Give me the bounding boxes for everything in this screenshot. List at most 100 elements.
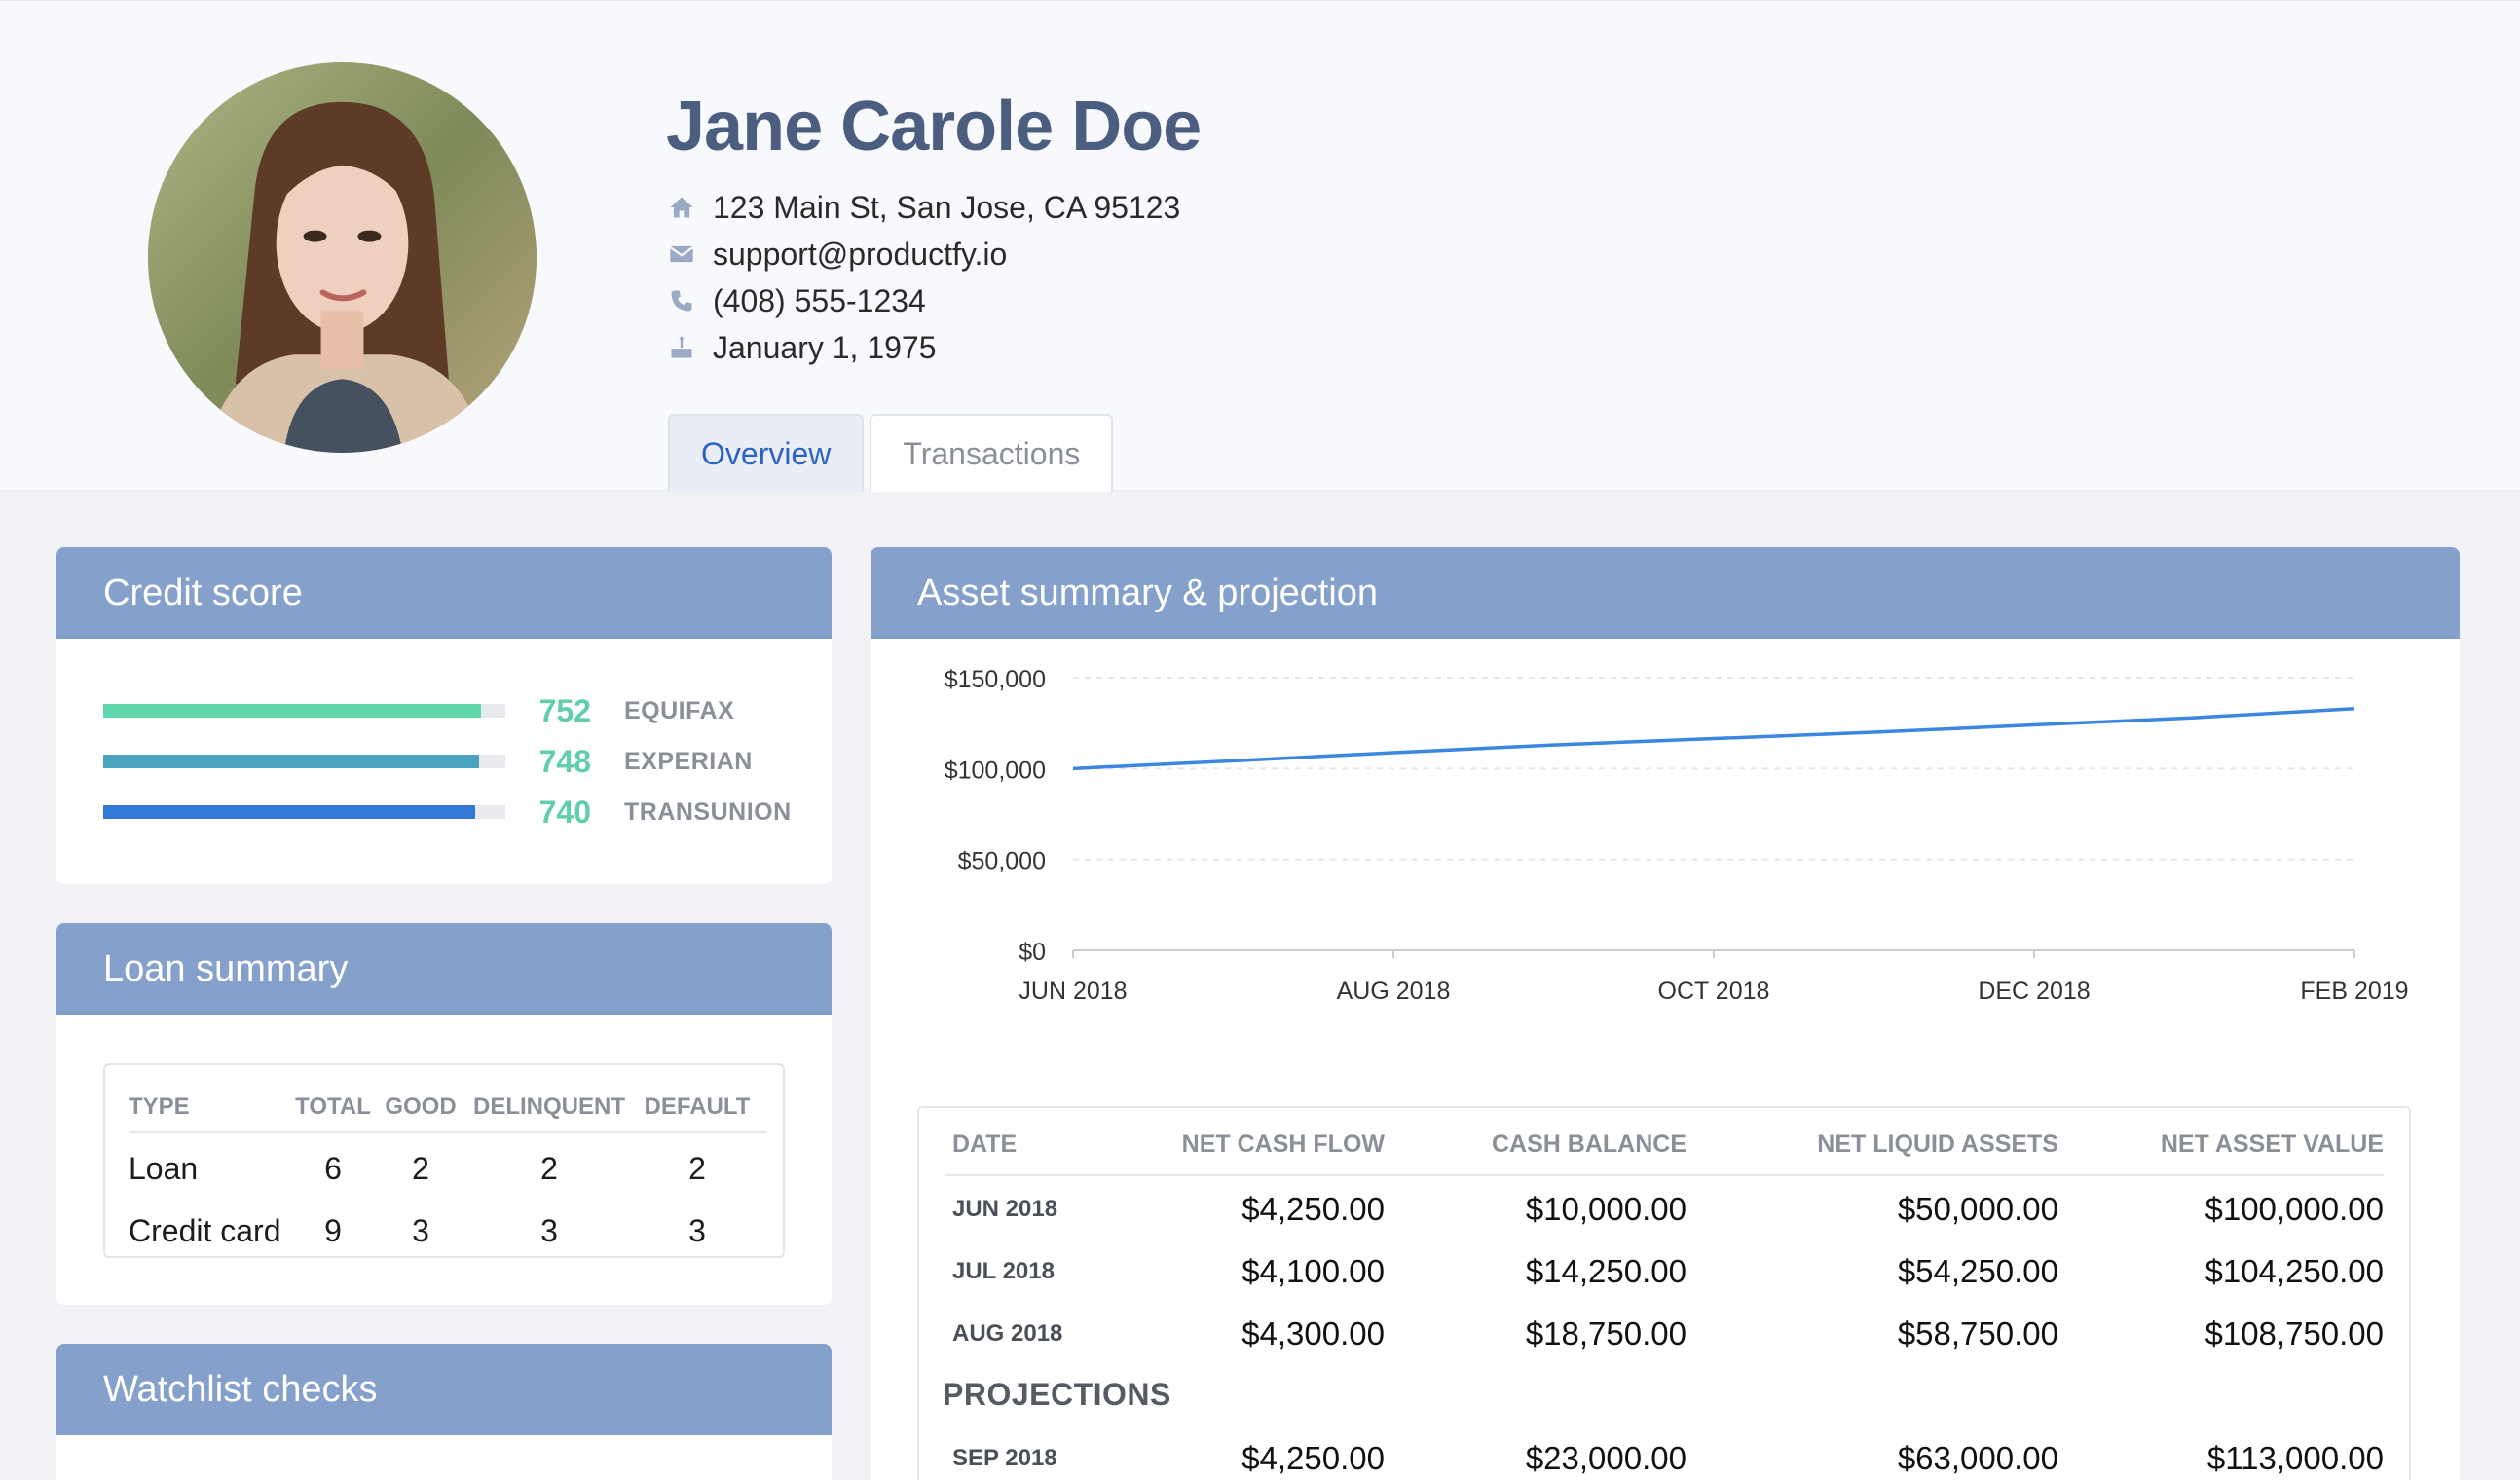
projections-label: PROJECTIONS — [943, 1377, 1171, 1412]
credit-bureau-label: EQUIFAX — [624, 696, 735, 724]
avatar-portrait-image — [148, 63, 537, 452]
address-row: 123 Main St, San Jose, CA 95123 — [666, 186, 1180, 229]
table-row: JUN 2018 $4,250.00 $10,000.00 $50,000.00… — [945, 1178, 2384, 1240]
column-header-type: TYPE — [129, 1093, 190, 1120]
table-row: Credit card 9 3 3 3 — [129, 1203, 767, 1258]
row-date: JUL 2018 — [952, 1258, 1055, 1284]
loan-good: 2 — [412, 1150, 429, 1186]
loan-type: Credit card — [129, 1212, 281, 1248]
row-net-asset-value: $113,000.00 — [2206, 1440, 2384, 1476]
loan-good: 3 — [412, 1212, 429, 1248]
birthday-text: January 1, 1975 — [713, 329, 937, 365]
loan-default: 3 — [688, 1212, 706, 1248]
row-net-asset-value: $108,750.00 — [2205, 1315, 2384, 1351]
row-date: SEP 2018 — [952, 1445, 1057, 1471]
column-header-cash-balance: CASH BALANCE — [1492, 1129, 1686, 1158]
phone-icon — [666, 285, 697, 316]
profile-name: Jane Carole Doe — [666, 88, 1202, 166]
address-text: 123 Main St, San Jose, CA 95123 — [713, 189, 1181, 225]
table-row: AUG 2018 $4,300.00 $18,750.00 $58,750.00… — [945, 1303, 2384, 1365]
credit-score-bar-track — [103, 755, 505, 768]
table-row: SEP 2018 $4,250.00 $23,000.00 $63,000.00… — [945, 1427, 2384, 1480]
loan-summary-card: Loan summary TYPE TOTAL GOOD DELINQUENT … — [56, 923, 832, 1305]
phone-text: (408) 555-1234 — [713, 282, 926, 318]
row-net-cash-flow: $4,250.00 — [1241, 1440, 1385, 1476]
chart-y-tick-label: $100,000 — [945, 757, 1046, 784]
asset-table-header: DATE NET CASH FLOW CASH BALANCE NET LIQU… — [945, 1114, 2384, 1176]
watchlist-card: Watchlist checks — [56, 1344, 832, 1480]
profile-header: Jane Carole Doe 123 Main St, San Jose, C… — [0, 0, 2520, 492]
email-text: support@productfy.io — [713, 236, 1008, 272]
asset-summary-title: Asset summary & projection — [871, 547, 2460, 639]
row-net-cash-flow: $4,300.00 — [1241, 1315, 1385, 1351]
chart-y-tick-label: $50,000 — [958, 848, 1046, 875]
row-net-liquid-assets: $58,750.00 — [1897, 1315, 2058, 1351]
asset-summary-card: Asset summary & projection $0 $50,000 $100… — [871, 547, 2460, 1480]
row-net-asset-value: $100,000.00 — [2205, 1191, 2384, 1227]
row-cash-balance: $23,000.00 — [1525, 1440, 1686, 1476]
column-header-date: DATE — [952, 1129, 1018, 1158]
row-net-cash-flow: $4,100.00 — [1241, 1253, 1385, 1289]
column-header-total: TOTAL — [295, 1093, 371, 1120]
credit-score-value: 740 — [538, 794, 591, 830]
phone-row: (408) 555-1234 — [666, 279, 926, 322]
credit-score-bar — [103, 805, 476, 819]
asset-projection-chart: $0 $50,000 $100,000 $150,000 JUN 2018 AUG 201… — [945, 666, 2409, 1005]
credit-score-value: 748 — [538, 743, 591, 779]
credit-score-row-experian: 748 EXPERIAN — [103, 744, 753, 779]
loan-table: TYPE TOTAL GOOD DELINQUENT DEFAULT Loan … — [103, 1063, 785, 1258]
row-cash-balance: $10,000.00 — [1525, 1191, 1686, 1227]
row-cash-balance: $14,250.00 — [1525, 1253, 1686, 1289]
row-net-cash-flow: $4,250.00 — [1241, 1191, 1385, 1227]
chart-y-tick-label: $0 — [1019, 939, 1046, 966]
column-header-delinquent: DELINQUENT — [473, 1093, 625, 1120]
loan-summary-title: Loan summary — [56, 923, 832, 1015]
loan-total: 9 — [324, 1212, 342, 1248]
profile-tabs: Overview Transactions — [668, 414, 1119, 492]
row-date: AUG 2018 — [952, 1320, 1063, 1347]
chart-x-tick-label: OCT 2018 — [1658, 978, 1770, 1005]
home-icon — [666, 192, 697, 223]
loan-type: Loan — [129, 1150, 199, 1186]
table-row: Loan 6 2 2 2 — [129, 1141, 767, 1196]
column-header-net-cash-flow: NET CASH FLOW — [1181, 1129, 1385, 1158]
watchlist-title: Watchlist checks — [56, 1344, 832, 1435]
credit-score-row-equifax: 752 EQUIFAX — [103, 693, 734, 728]
chart-x-tick-label: DEC 2018 — [1978, 978, 2090, 1005]
envelope-icon — [666, 239, 697, 270]
birthday-row: January 1, 1975 — [666, 326, 937, 369]
credit-bureau-label: EXPERIAN — [624, 747, 753, 775]
chart-series-line — [1072, 706, 2355, 771]
credit-score-bar-track — [103, 704, 505, 718]
loan-total: 6 — [324, 1150, 342, 1186]
credit-bureau-label: TRANSUNION — [624, 797, 792, 826]
column-header-net-asset-value: NET ASSET VALUE — [2160, 1129, 2384, 1158]
row-net-liquid-assets: $54,250.00 — [1897, 1253, 2058, 1289]
credit-score-bar — [103, 755, 480, 768]
tab-overview[interactable]: Overview — [668, 414, 865, 492]
column-header-net-liquid-assets: NET LIQUID ASSETS — [1817, 1129, 2058, 1158]
loan-delinquent: 3 — [540, 1212, 558, 1248]
row-cash-balance: $18,750.00 — [1525, 1315, 1686, 1351]
row-net-liquid-assets: $63,000.00 — [1897, 1440, 2058, 1476]
loan-table-header: TYPE TOTAL GOOD DELINQUENT DEFAULT — [129, 1083, 767, 1133]
tab-transactions[interactable]: Transactions — [870, 414, 1114, 492]
avatar — [148, 62, 537, 453]
chart-x-tick-label: JUN 2018 — [1019, 978, 1127, 1005]
row-date: JUN 2018 — [952, 1196, 1058, 1222]
birthday-cake-icon — [666, 332, 697, 363]
chart-x-tick-label: FEB 2019 — [2300, 978, 2408, 1005]
loan-default: 2 — [688, 1150, 706, 1186]
row-net-liquid-assets: $50,000.00 — [1897, 1191, 2058, 1227]
chart-x-tick-label: AUG 2018 — [1337, 978, 1451, 1005]
credit-score-title: Credit score — [56, 547, 832, 639]
credit-score-card: Credit score 752 EQUIFAX 748 EXPERIAN 74… — [56, 547, 832, 884]
row-net-asset-value: $104,250.00 — [2205, 1253, 2384, 1289]
column-header-default: DEFAULT — [644, 1093, 751, 1120]
credit-score-bar-track — [103, 805, 505, 819]
email-row: support@productfy.io — [666, 233, 1007, 276]
credit-score-value: 752 — [538, 692, 591, 728]
credit-score-row-transunion: 740 TRANSUNION — [103, 795, 792, 830]
credit-score-bar — [103, 704, 482, 718]
table-row: JUL 2018 $4,100.00 $14,250.00 $54,250.00… — [945, 1240, 2384, 1303]
